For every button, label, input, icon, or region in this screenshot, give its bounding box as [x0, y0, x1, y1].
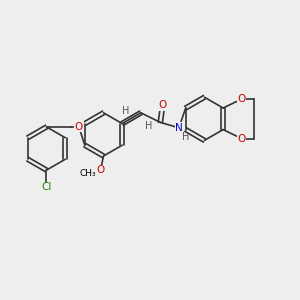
Text: O: O [96, 165, 105, 176]
Text: Cl: Cl [41, 182, 52, 192]
Text: N: N [175, 123, 183, 133]
Text: H: H [182, 132, 189, 142]
Text: O: O [238, 94, 246, 104]
Text: O: O [75, 122, 83, 132]
Text: CH₃: CH₃ [80, 169, 96, 178]
Text: O: O [238, 134, 246, 144]
Text: O: O [159, 100, 167, 110]
Text: H: H [122, 106, 129, 116]
Text: H: H [145, 121, 152, 131]
